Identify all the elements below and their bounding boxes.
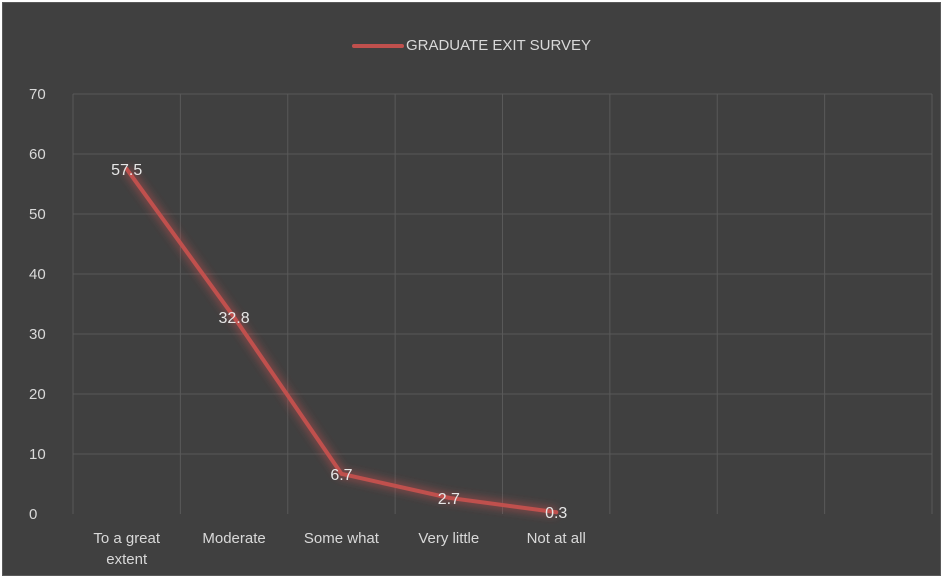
y-tick-label: 60 bbox=[29, 146, 46, 163]
y-tick-label: 70 bbox=[29, 86, 46, 103]
data-point bbox=[124, 167, 129, 171]
y-tick-label: 50 bbox=[29, 206, 46, 223]
x-tick-label: Some what bbox=[304, 530, 380, 547]
series bbox=[122, 166, 559, 518]
y-tick-label: 10 bbox=[29, 446, 46, 463]
y-tick-label: 0 bbox=[29, 506, 37, 523]
legend-swatch bbox=[351, 44, 404, 49]
y-tick-label: 40 bbox=[29, 266, 46, 283]
x-tick-label: To a great extent bbox=[93, 530, 161, 568]
y-tick-label: 20 bbox=[29, 386, 46, 403]
x-tick-label-line: Not at all bbox=[527, 530, 586, 547]
x-tick-label-line: extent bbox=[106, 551, 148, 568]
x-tick-label: Moderate bbox=[202, 530, 265, 547]
data-label: 0.3 bbox=[545, 505, 567, 522]
data-point bbox=[232, 315, 237, 320]
x-tick-label: Very little bbox=[418, 530, 479, 547]
series-line bbox=[124, 167, 559, 515]
x-tick-label-line: Very little bbox=[418, 530, 479, 547]
y-tick-label: 30 bbox=[29, 326, 46, 343]
x-tick-label: Not at all bbox=[527, 530, 586, 547]
y-axis: 0 10 20 30 40 50 60 70 bbox=[29, 86, 46, 523]
legend-label: GRADUATE EXIT SURVEY bbox=[405, 37, 592, 54]
data-point bbox=[554, 510, 559, 515]
data-point bbox=[339, 471, 344, 476]
series-line-glow bbox=[122, 166, 557, 518]
x-tick-label-line: Moderate bbox=[202, 530, 265, 547]
data-point bbox=[446, 495, 451, 500]
data-labels: 57.5 32.8 6.7 2.7 0.3 bbox=[111, 162, 567, 522]
data-label: 57.5 bbox=[111, 162, 142, 179]
x-tick-label-line: To a great bbox=[93, 530, 161, 547]
x-tick-label-line: Some what bbox=[304, 530, 380, 547]
data-label: 2.7 bbox=[438, 491, 460, 508]
data-label: 32.8 bbox=[218, 310, 249, 327]
legend: GRADUATE EXIT SURVEY bbox=[3, 37, 940, 54]
x-axis: To a great extent Moderate Some what Very li… bbox=[93, 530, 585, 568]
line-chart: 0 10 20 30 40 50 60 70 To a great extent Moderate… bbox=[29, 86, 933, 568]
data-label: 6.7 bbox=[330, 467, 352, 484]
grid bbox=[72, 93, 933, 514]
